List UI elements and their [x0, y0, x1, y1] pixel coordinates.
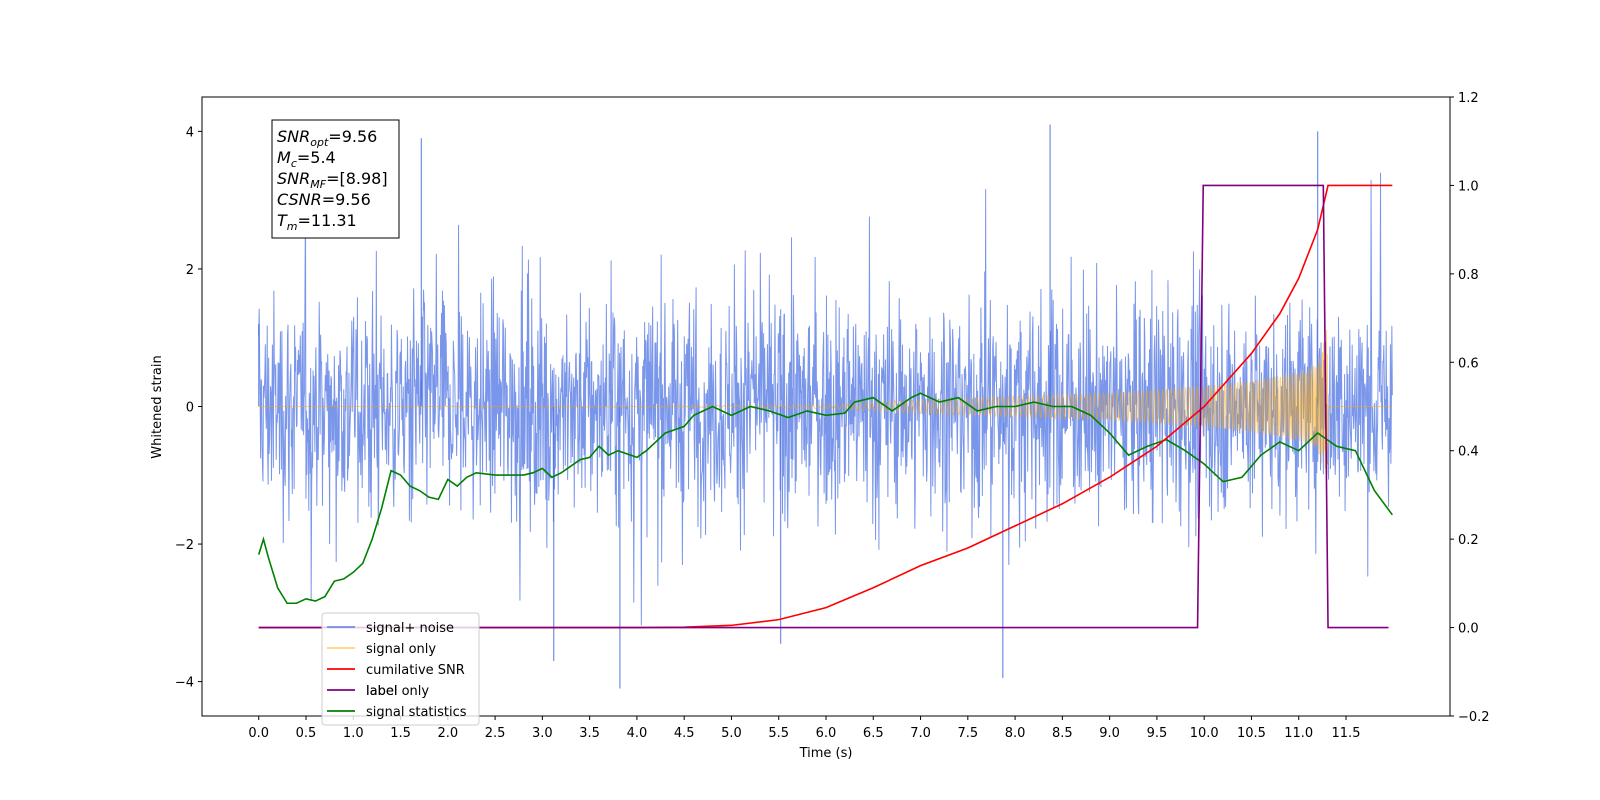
x-tick-label: 6.0: [816, 726, 837, 741]
x-tick-label: 10.0: [1190, 726, 1219, 741]
left-y-tick-label: 0: [186, 401, 194, 416]
x-tick-label: 4.5: [674, 726, 695, 741]
x-tick-label: 3.5: [579, 726, 600, 741]
x-tick-label: 9.5: [1147, 726, 1168, 741]
left-y-tick-label: −2: [175, 538, 194, 553]
series-cumulative-snr: [258, 184, 1393, 629]
x-axis-label: Time (s): [799, 746, 853, 761]
x-tick-label: 5.0: [721, 726, 742, 741]
annotation-line: Mc=5.4: [277, 148, 336, 170]
left-y-tick-label: 4: [186, 125, 194, 140]
x-tick-label: 9.0: [1099, 726, 1120, 741]
x-tick-label: 2.5: [485, 726, 506, 741]
annotation-line: CSNR=9.56: [277, 190, 371, 209]
x-tick-label: 6.5: [863, 726, 884, 741]
y-axis-label: Whitened strain: [150, 355, 165, 458]
right-y-tick-label: 0.8: [1458, 268, 1479, 283]
series-label: [258, 184, 1389, 629]
x-tick-label: 8.0: [1005, 726, 1026, 741]
x-tick-label: 7.0: [910, 726, 931, 741]
series-signal-statistics: [257, 392, 1393, 605]
series-signal-noise: [258, 172, 1393, 626]
legend-label: signal+ noise: [366, 621, 454, 636]
plot-area: [257, 124, 1393, 689]
legend-label: signal statistics: [366, 705, 467, 720]
left-y-axis: −4 −2 0 2 4: [175, 125, 202, 691]
annotation-line: SNRopt=9.56: [277, 127, 377, 149]
legend-hidden-label: label only: [366, 684, 429, 699]
right-y-tick-label: 0.6: [1458, 356, 1479, 371]
right-y-tick-label: 1.0: [1458, 179, 1479, 194]
x-tick-label: 1.5: [390, 726, 411, 741]
x-tick-label: 5.5: [768, 726, 789, 741]
right-y-tick-label: 0.0: [1458, 622, 1479, 637]
series-signal-only: [258, 330, 1393, 475]
x-tick-label: 10.5: [1237, 726, 1266, 741]
x-tick-label: 2.0: [437, 726, 458, 741]
legend-label: signal only: [366, 642, 436, 657]
right-y-tick-label: 0.4: [1458, 445, 1479, 460]
annotation-line: Tm=11.31: [277, 211, 357, 233]
legend-frame: [321, 612, 480, 726]
x-tick-label: 0.5: [296, 726, 317, 741]
x-tick-label: 1.0: [343, 726, 364, 741]
legend-label: cumilative SNR: [366, 663, 465, 678]
x-tick-label: 11.0: [1284, 726, 1313, 741]
right-y-tick-label: −0.2: [1458, 710, 1490, 725]
x-tick-label: 8.5: [1052, 726, 1073, 741]
right-y-tick-label: 0.2: [1458, 533, 1479, 548]
x-tick-label: 11.5: [1332, 726, 1361, 741]
legend-label: label: [366, 684, 397, 699]
left-y-tick-label: 2: [186, 263, 194, 278]
x-tick-label: 3.0: [532, 726, 553, 741]
right-y-axis: −0.2 0.0 0.2 0.4 0.6 0.8 1.0 1.2: [1450, 91, 1490, 725]
x-tick-label: 4.0: [627, 726, 648, 741]
annotation-line: SNRMF=[8.98]: [277, 169, 388, 191]
legend: label only signal+ noise signal only cumila…: [321, 612, 480, 726]
x-tick-label: 7.5: [957, 726, 978, 741]
right-y-tick-label: 1.2: [1458, 91, 1479, 106]
annotation-frame: [271, 119, 400, 239]
x-tick-label: 0.0: [248, 726, 269, 741]
left-y-tick-label: −4: [175, 676, 194, 691]
